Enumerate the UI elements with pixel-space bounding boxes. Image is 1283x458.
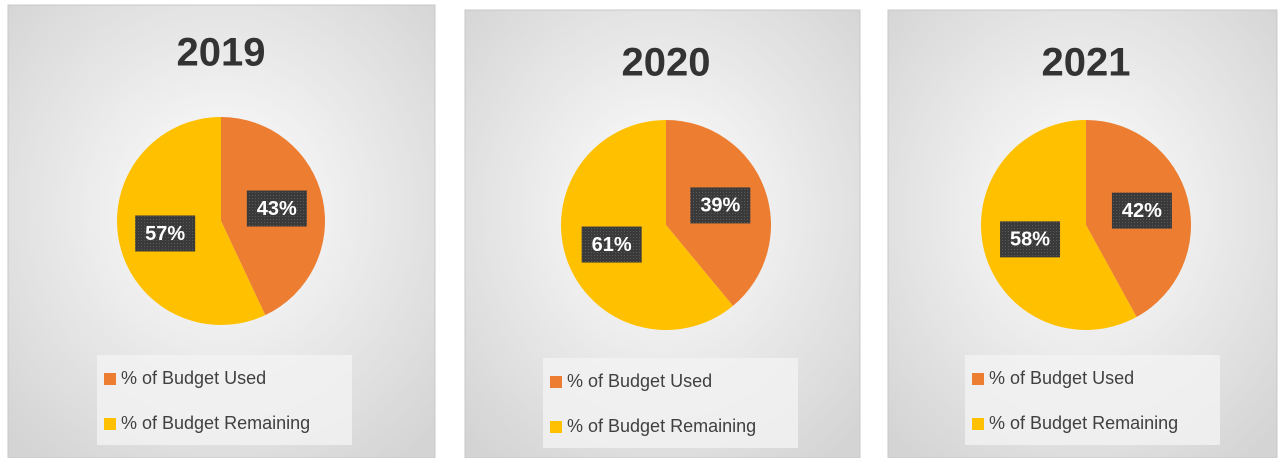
legend-label: % of Budget Used	[121, 368, 266, 388]
legend-swatch	[550, 421, 562, 433]
data-label-box	[246, 190, 307, 227]
data-label-box	[690, 187, 751, 224]
chart: 2021 42% 58% % of Budget Used % of Budget Re…	[887, 9, 1278, 458]
legend-swatch	[104, 418, 116, 430]
pie-slice	[561, 120, 733, 330]
legend-background	[965, 355, 1220, 445]
data-label: 43%	[257, 198, 297, 220]
data-label: 39%	[700, 195, 740, 217]
legend-label: % of Budget Remaining	[567, 416, 756, 436]
legend-swatch	[972, 373, 984, 385]
chart: 2019 43% 57% % of Budget Used % of Budget Re…	[7, 4, 436, 458]
legend-label: % of Budget Remaining	[121, 413, 310, 433]
data-label: 57%	[145, 223, 185, 245]
data-label-box	[1000, 221, 1061, 258]
legend-background	[543, 358, 798, 448]
data-label-box	[581, 226, 642, 263]
data-label-box	[135, 215, 196, 252]
data-label-box	[1111, 192, 1172, 229]
data-label: 42%	[1122, 200, 1162, 222]
legend-swatch	[550, 376, 562, 388]
legend-background	[97, 355, 352, 445]
chart-title: 2021	[1042, 41, 1131, 85]
data-label: 61%	[592, 234, 632, 256]
legend-label: % of Budget Remaining	[989, 413, 1178, 433]
chart-title: 2020	[622, 41, 711, 85]
chart-title: 2019	[177, 31, 266, 75]
legend-label: % of Budget Used	[989, 368, 1134, 388]
legend-swatch	[104, 373, 116, 385]
legend-swatch	[972, 418, 984, 430]
data-label: 58%	[1010, 229, 1050, 251]
chart: 2020 39% 61% % of Budget Used % of Budget Re…	[464, 9, 861, 458]
legend-label: % of Budget Used	[567, 371, 712, 391]
